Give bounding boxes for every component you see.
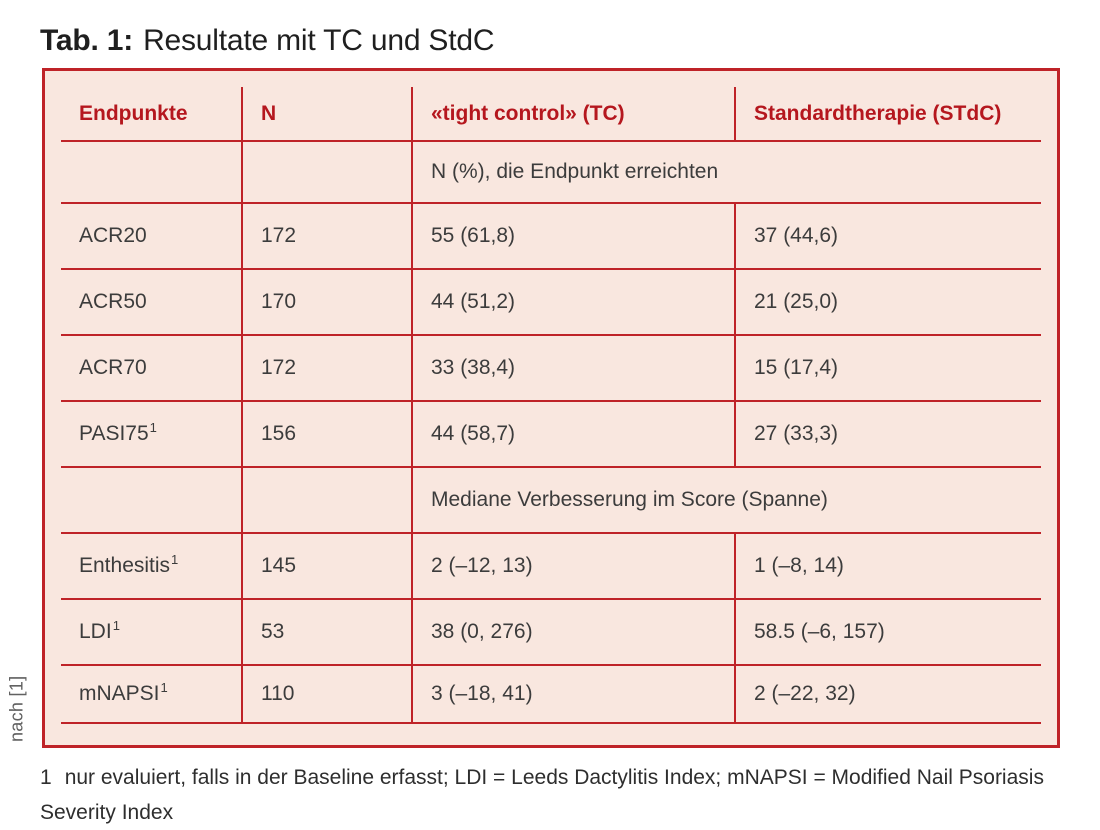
- section-header-row: Mediane Verbesserung im Score (Spanne): [61, 467, 1041, 534]
- tc-cell: 3 (–18, 41): [411, 665, 735, 724]
- endpoint-label: ACR70: [79, 356, 147, 379]
- endpoint-cell: Enthesitis1: [61, 533, 242, 600]
- n-cell: 172: [241, 335, 412, 402]
- table-footnote: 1 nur evaluiert, falls in der Baseline er…: [40, 760, 1086, 830]
- table-row-pasi75: PASI751 156 44 (58,7) 27 (33,3): [61, 401, 1041, 468]
- section-label: Mediane Verbesserung im Score (Spanne): [411, 467, 1041, 534]
- endpoint-cell: ACR20: [61, 203, 242, 270]
- endpoint-cell: mNAPSI1: [61, 665, 242, 724]
- n-cell: 53: [241, 599, 412, 666]
- table-row-acr50: ACR50 170 44 (51,2) 21 (25,0): [61, 269, 1041, 336]
- tc-cell: 2 (–12, 13): [411, 533, 735, 600]
- footnote-marker: 1: [40, 766, 52, 789]
- endpoint-label: LDI: [79, 620, 112, 643]
- endpoint-label: mNAPSI: [79, 682, 160, 705]
- tc-cell: 38 (0, 276): [411, 599, 735, 666]
- stdc-cell: 15 (17,4): [734, 335, 1041, 402]
- results-table: Endpunkte N «tight control» (TC) Standar…: [61, 87, 1041, 724]
- footnote-superscript: 1: [171, 552, 179, 567]
- n-cell: 145: [241, 533, 412, 600]
- footnote-superscript: 1: [149, 420, 157, 435]
- table-header-row: Endpunkte N «tight control» (TC) Standar…: [61, 87, 1041, 142]
- table-row-ldi: LDI1 53 38 (0, 276) 58.5 (–6, 157): [61, 599, 1041, 666]
- tc-cell: 55 (61,8): [411, 203, 735, 270]
- section-label: N (%), die Endpunkt erreichten: [411, 141, 1041, 204]
- table-row-mnapsi: mNAPSI1 110 3 (–18, 41) 2 (–22, 32): [61, 665, 1041, 724]
- endpoint-label: ACR50: [79, 290, 147, 313]
- endpoint-label: Enthesitis: [79, 554, 171, 577]
- n-cell: 172: [241, 203, 412, 270]
- stdc-cell: 27 (33,3): [734, 401, 1041, 468]
- table-row-acr20: ACR20 172 55 (61,8) 37 (44,6): [61, 203, 1041, 270]
- endpoint-cell: ACR70: [61, 335, 242, 402]
- stdc-cell: 21 (25,0): [734, 269, 1041, 336]
- table-row-enthesitis: Enthesitis1 145 2 (–12, 13) 1 (–8, 14): [61, 533, 1041, 600]
- stdc-cell: 1 (–8, 14): [734, 533, 1041, 600]
- n-cell: 170: [241, 269, 412, 336]
- column-header-tight-control: «tight control» (TC): [411, 87, 735, 142]
- endpoint-label: ACR20: [79, 224, 147, 247]
- column-header-endpunkte: Endpunkte: [61, 87, 242, 142]
- citation-source-note: nach [1]: [6, 675, 27, 742]
- footnote-superscript: 1: [160, 680, 168, 695]
- column-header-n: N: [241, 87, 412, 142]
- empty-cell: [61, 141, 242, 204]
- endpoint-cell: LDI1: [61, 599, 242, 666]
- tc-cell: 44 (58,7): [411, 401, 735, 468]
- tc-cell: 44 (51,2): [411, 269, 735, 336]
- table-caption-number: Tab. 1:: [40, 24, 134, 57]
- section-header-row: N (%), die Endpunkt erreichten: [61, 141, 1041, 204]
- endpoint-cell: ACR50: [61, 269, 242, 336]
- empty-cell: [241, 467, 412, 534]
- table-caption-text: Resultate mit TC und StdC: [143, 24, 495, 57]
- empty-cell: [241, 141, 412, 204]
- tc-cell: 33 (38,4): [411, 335, 735, 402]
- endpoint-cell: PASI751: [61, 401, 242, 468]
- stdc-cell: 2 (–22, 32): [734, 665, 1041, 724]
- endpoint-label: PASI75: [79, 422, 149, 445]
- n-cell: 156: [241, 401, 412, 468]
- column-header-standardtherapie: Standardtherapie (STdC): [734, 87, 1041, 142]
- table-caption: Tab. 1: Resultate mit TC und StdC: [40, 24, 495, 58]
- empty-cell: [61, 467, 242, 534]
- stdc-cell: 58.5 (–6, 157): [734, 599, 1041, 666]
- results-table-frame: Endpunkte N «tight control» (TC) Standar…: [42, 68, 1060, 748]
- n-cell: 110: [241, 665, 412, 724]
- stdc-cell: 37 (44,6): [734, 203, 1041, 270]
- footnote-text: nur evaluiert, falls in der Baseline erf…: [40, 766, 1044, 824]
- table-row-acr70: ACR70 172 33 (38,4) 15 (17,4): [61, 335, 1041, 402]
- footnote-superscript: 1: [112, 618, 120, 633]
